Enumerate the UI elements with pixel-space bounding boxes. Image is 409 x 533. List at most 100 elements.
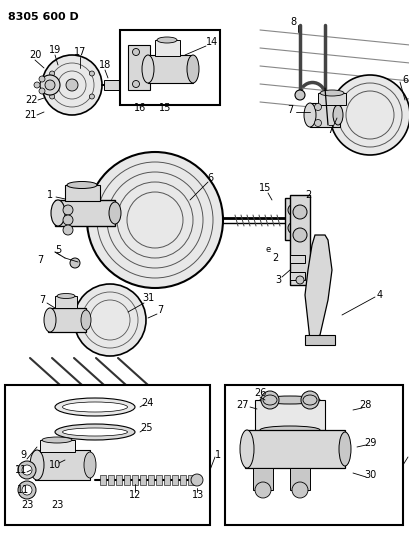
- Text: 31: 31: [142, 293, 154, 303]
- Ellipse shape: [30, 450, 44, 480]
- Circle shape: [254, 482, 270, 498]
- Ellipse shape: [303, 103, 315, 127]
- Text: 18: 18: [99, 60, 111, 70]
- Ellipse shape: [62, 402, 127, 412]
- Circle shape: [294, 90, 304, 100]
- Ellipse shape: [67, 182, 97, 189]
- Circle shape: [18, 461, 36, 479]
- Text: 7: 7: [157, 305, 163, 315]
- Text: 8: 8: [289, 17, 295, 27]
- Circle shape: [49, 71, 54, 76]
- Bar: [120, 30, 220, 105]
- Bar: [309, 103, 339, 127]
- Circle shape: [39, 88, 45, 94]
- Ellipse shape: [187, 55, 198, 83]
- Bar: [116, 475, 122, 485]
- Circle shape: [39, 76, 45, 82]
- Circle shape: [66, 79, 78, 91]
- Bar: [65, 185, 100, 201]
- Bar: [172, 475, 178, 485]
- Bar: [225, 385, 402, 525]
- Ellipse shape: [157, 37, 177, 43]
- Text: 7: 7: [39, 295, 45, 305]
- Circle shape: [89, 71, 94, 76]
- Text: 12: 12: [128, 490, 141, 500]
- Text: 7: 7: [37, 255, 43, 265]
- Circle shape: [295, 276, 303, 284]
- Ellipse shape: [332, 105, 342, 125]
- Circle shape: [22, 485, 32, 495]
- Text: 16: 16: [134, 103, 146, 113]
- Ellipse shape: [109, 202, 121, 224]
- Ellipse shape: [259, 396, 319, 404]
- Circle shape: [89, 94, 94, 99]
- Bar: [148, 475, 154, 485]
- Circle shape: [22, 465, 32, 475]
- Bar: [108, 475, 114, 485]
- Text: 1: 1: [214, 450, 220, 460]
- Circle shape: [292, 205, 306, 219]
- Ellipse shape: [319, 90, 343, 96]
- Text: 4: 4: [376, 290, 382, 300]
- Ellipse shape: [51, 200, 65, 226]
- Text: 7: 7: [326, 125, 332, 135]
- Ellipse shape: [62, 428, 127, 436]
- Text: 26: 26: [253, 388, 265, 398]
- Circle shape: [40, 75, 60, 95]
- Ellipse shape: [44, 308, 56, 332]
- Polygon shape: [304, 235, 331, 340]
- Text: 1: 1: [407, 450, 409, 460]
- Text: 6: 6: [401, 75, 407, 85]
- Bar: [254, 400, 324, 430]
- Ellipse shape: [42, 437, 72, 443]
- Text: 13: 13: [191, 490, 204, 500]
- Bar: [139, 475, 146, 485]
- Bar: [155, 40, 180, 56]
- Circle shape: [63, 205, 73, 215]
- Text: 2: 2: [271, 253, 277, 263]
- Circle shape: [287, 204, 299, 216]
- Circle shape: [292, 228, 306, 242]
- Text: 29: 29: [363, 438, 375, 448]
- Circle shape: [63, 215, 73, 225]
- Text: 15: 15: [158, 103, 171, 113]
- Circle shape: [291, 482, 307, 498]
- Bar: [289, 255, 304, 263]
- Bar: [104, 80, 122, 90]
- Bar: [55, 200, 115, 226]
- Bar: [128, 45, 150, 90]
- Text: 15: 15: [258, 183, 270, 193]
- Ellipse shape: [57, 294, 75, 298]
- Circle shape: [34, 82, 40, 88]
- Text: 11: 11: [15, 465, 27, 475]
- Text: 21: 21: [24, 110, 36, 120]
- Circle shape: [42, 55, 102, 115]
- Text: 19: 19: [49, 45, 61, 55]
- Bar: [132, 475, 138, 485]
- Text: 3: 3: [274, 275, 281, 285]
- Ellipse shape: [259, 426, 319, 434]
- Circle shape: [132, 49, 139, 55]
- Bar: [289, 195, 309, 285]
- Circle shape: [287, 222, 299, 234]
- Circle shape: [70, 258, 80, 268]
- Ellipse shape: [84, 452, 96, 478]
- Text: 1: 1: [47, 190, 53, 200]
- Circle shape: [49, 94, 54, 99]
- Bar: [284, 198, 302, 240]
- Circle shape: [261, 391, 278, 409]
- Circle shape: [329, 75, 409, 155]
- Circle shape: [191, 474, 202, 486]
- Bar: [35, 450, 90, 480]
- Bar: [317, 93, 345, 105]
- Bar: [148, 55, 193, 83]
- Bar: [5, 385, 209, 525]
- Text: 30: 30: [363, 470, 375, 480]
- Text: 28: 28: [358, 400, 370, 410]
- Ellipse shape: [239, 430, 254, 468]
- Bar: [304, 335, 334, 345]
- Text: 9: 9: [20, 450, 26, 460]
- Text: 11: 11: [17, 485, 29, 495]
- Bar: [138, 82, 148, 88]
- Ellipse shape: [338, 432, 350, 466]
